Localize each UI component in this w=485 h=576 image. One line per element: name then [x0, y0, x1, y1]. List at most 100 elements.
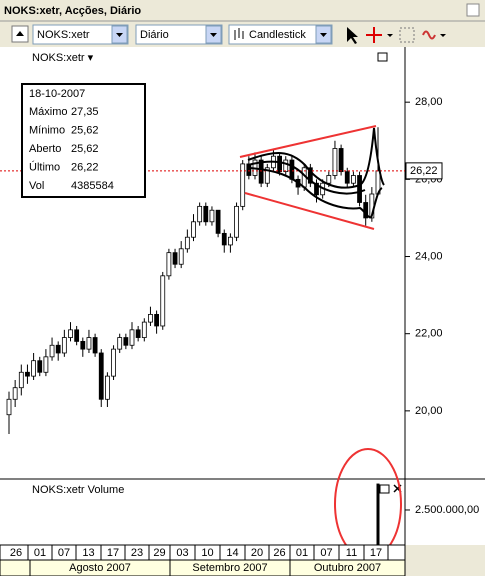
info-label: Mínimo	[29, 124, 65, 136]
day-label: 01	[34, 547, 46, 559]
candle-body	[68, 329, 73, 338]
candle-body	[209, 209, 215, 223]
volume-tick-label: 2.500.000,00	[415, 504, 479, 516]
candle-body	[307, 167, 313, 184]
candle-body	[191, 221, 196, 238]
last-price-box	[405, 162, 443, 180]
candle-body	[6, 398, 12, 416]
info-value: 4385584	[71, 180, 114, 192]
candle-body	[338, 148, 344, 173]
candle-body	[277, 155, 283, 173]
candle-body	[258, 159, 264, 184]
candle-body	[172, 252, 178, 265]
title-bar	[0, 0, 485, 20]
info-label: Vol	[29, 180, 44, 192]
info-value: 26,22	[71, 161, 99, 173]
candle-body	[37, 360, 43, 373]
style-text: Candlestick	[249, 29, 306, 41]
trend-lines	[239, 125, 377, 230]
period-select[interactable]	[135, 24, 223, 45]
candle-body	[357, 175, 362, 203]
info-label: Máximo	[29, 106, 68, 118]
candle-body	[141, 321, 147, 338]
candle-body	[344, 171, 350, 184]
candle-body	[326, 175, 332, 184]
candle-body	[283, 159, 289, 173]
candle-body	[111, 348, 116, 377]
volume-bar	[376, 483, 380, 545]
maximize[interactable]	[377, 52, 388, 62]
close-button[interactable]	[466, 3, 480, 17]
candle-body	[166, 252, 172, 277]
pointer-tool[interactable]	[347, 27, 358, 44]
day-label: 17	[107, 547, 119, 559]
period-text: Diário	[140, 29, 169, 41]
candle-body	[227, 236, 233, 246]
info-value: 25,62	[71, 143, 99, 155]
day-label: 07	[58, 547, 70, 559]
day-label: 11	[346, 547, 357, 559]
candle-body	[25, 371, 30, 377]
y-tick-label: 20,00	[415, 405, 443, 417]
day-label: 03	[176, 547, 188, 559]
y-tick-label: 28,00	[415, 96, 443, 108]
info-label: Aberto	[29, 143, 61, 155]
chart-label[interactable]: NOKS:xetr ▾	[32, 52, 94, 64]
day-label: 26	[273, 547, 285, 559]
volume-label: NOKS:xetr Volume	[32, 484, 124, 496]
candle-body	[61, 337, 67, 354]
volume-maximize[interactable]	[379, 484, 390, 494]
candle-body	[129, 329, 135, 346]
candle-body	[240, 163, 246, 207]
candle-body	[55, 344, 61, 354]
day-label: 13	[82, 547, 94, 559]
candle-body	[184, 236, 190, 250]
month-label: Outubro 2007	[314, 562, 381, 574]
month-label: Setembro 2007	[192, 562, 267, 574]
candle-body	[123, 337, 129, 346]
candle-body	[234, 205, 239, 238]
info-value: 25,62	[71, 124, 99, 136]
candle-body	[160, 275, 166, 327]
day-label: 10	[201, 547, 213, 559]
candle-body	[332, 148, 338, 176]
candle-body	[135, 329, 141, 338]
window-title: NOKS:xetr, Acções, Diário	[4, 5, 141, 17]
indicator-tool[interactable]	[422, 30, 436, 40]
day-label: 29	[153, 547, 165, 559]
info-label: Último	[29, 160, 60, 173]
candle-body	[117, 337, 123, 350]
candle-body	[197, 205, 203, 223]
grid-tool[interactable]	[399, 27, 415, 43]
month-label: Agosto 2007	[69, 562, 131, 574]
candle-body	[43, 356, 49, 373]
day-label: 20	[251, 547, 263, 559]
info-value: 27,35	[71, 106, 99, 118]
last-price-label: 26,22	[410, 165, 438, 177]
y-tick-label: 24,00	[415, 250, 443, 262]
day-label: 14	[226, 547, 238, 559]
candle-body	[74, 329, 80, 342]
day-label: 23	[131, 547, 143, 559]
info-date: 18-10-2007	[29, 88, 85, 100]
candle-body	[98, 352, 104, 400]
candle-body	[178, 248, 184, 265]
crosshair-tool[interactable]	[366, 27, 382, 43]
candle-body	[105, 375, 110, 400]
candle-body	[80, 341, 86, 350]
day-label: 07	[320, 547, 332, 559]
drawn-curves	[247, 127, 385, 219]
y-tick-label: 22,00	[415, 328, 443, 340]
candle-body	[18, 371, 24, 389]
symbol-select[interactable]	[32, 24, 129, 45]
candle-body	[49, 344, 55, 358]
day-label: 01	[296, 547, 308, 559]
style-select[interactable]	[228, 24, 333, 45]
candle-body	[264, 167, 270, 184]
candle-body	[12, 387, 18, 400]
candle-body	[154, 313, 160, 327]
candle-body	[31, 360, 37, 377]
candle-body	[92, 337, 98, 354]
